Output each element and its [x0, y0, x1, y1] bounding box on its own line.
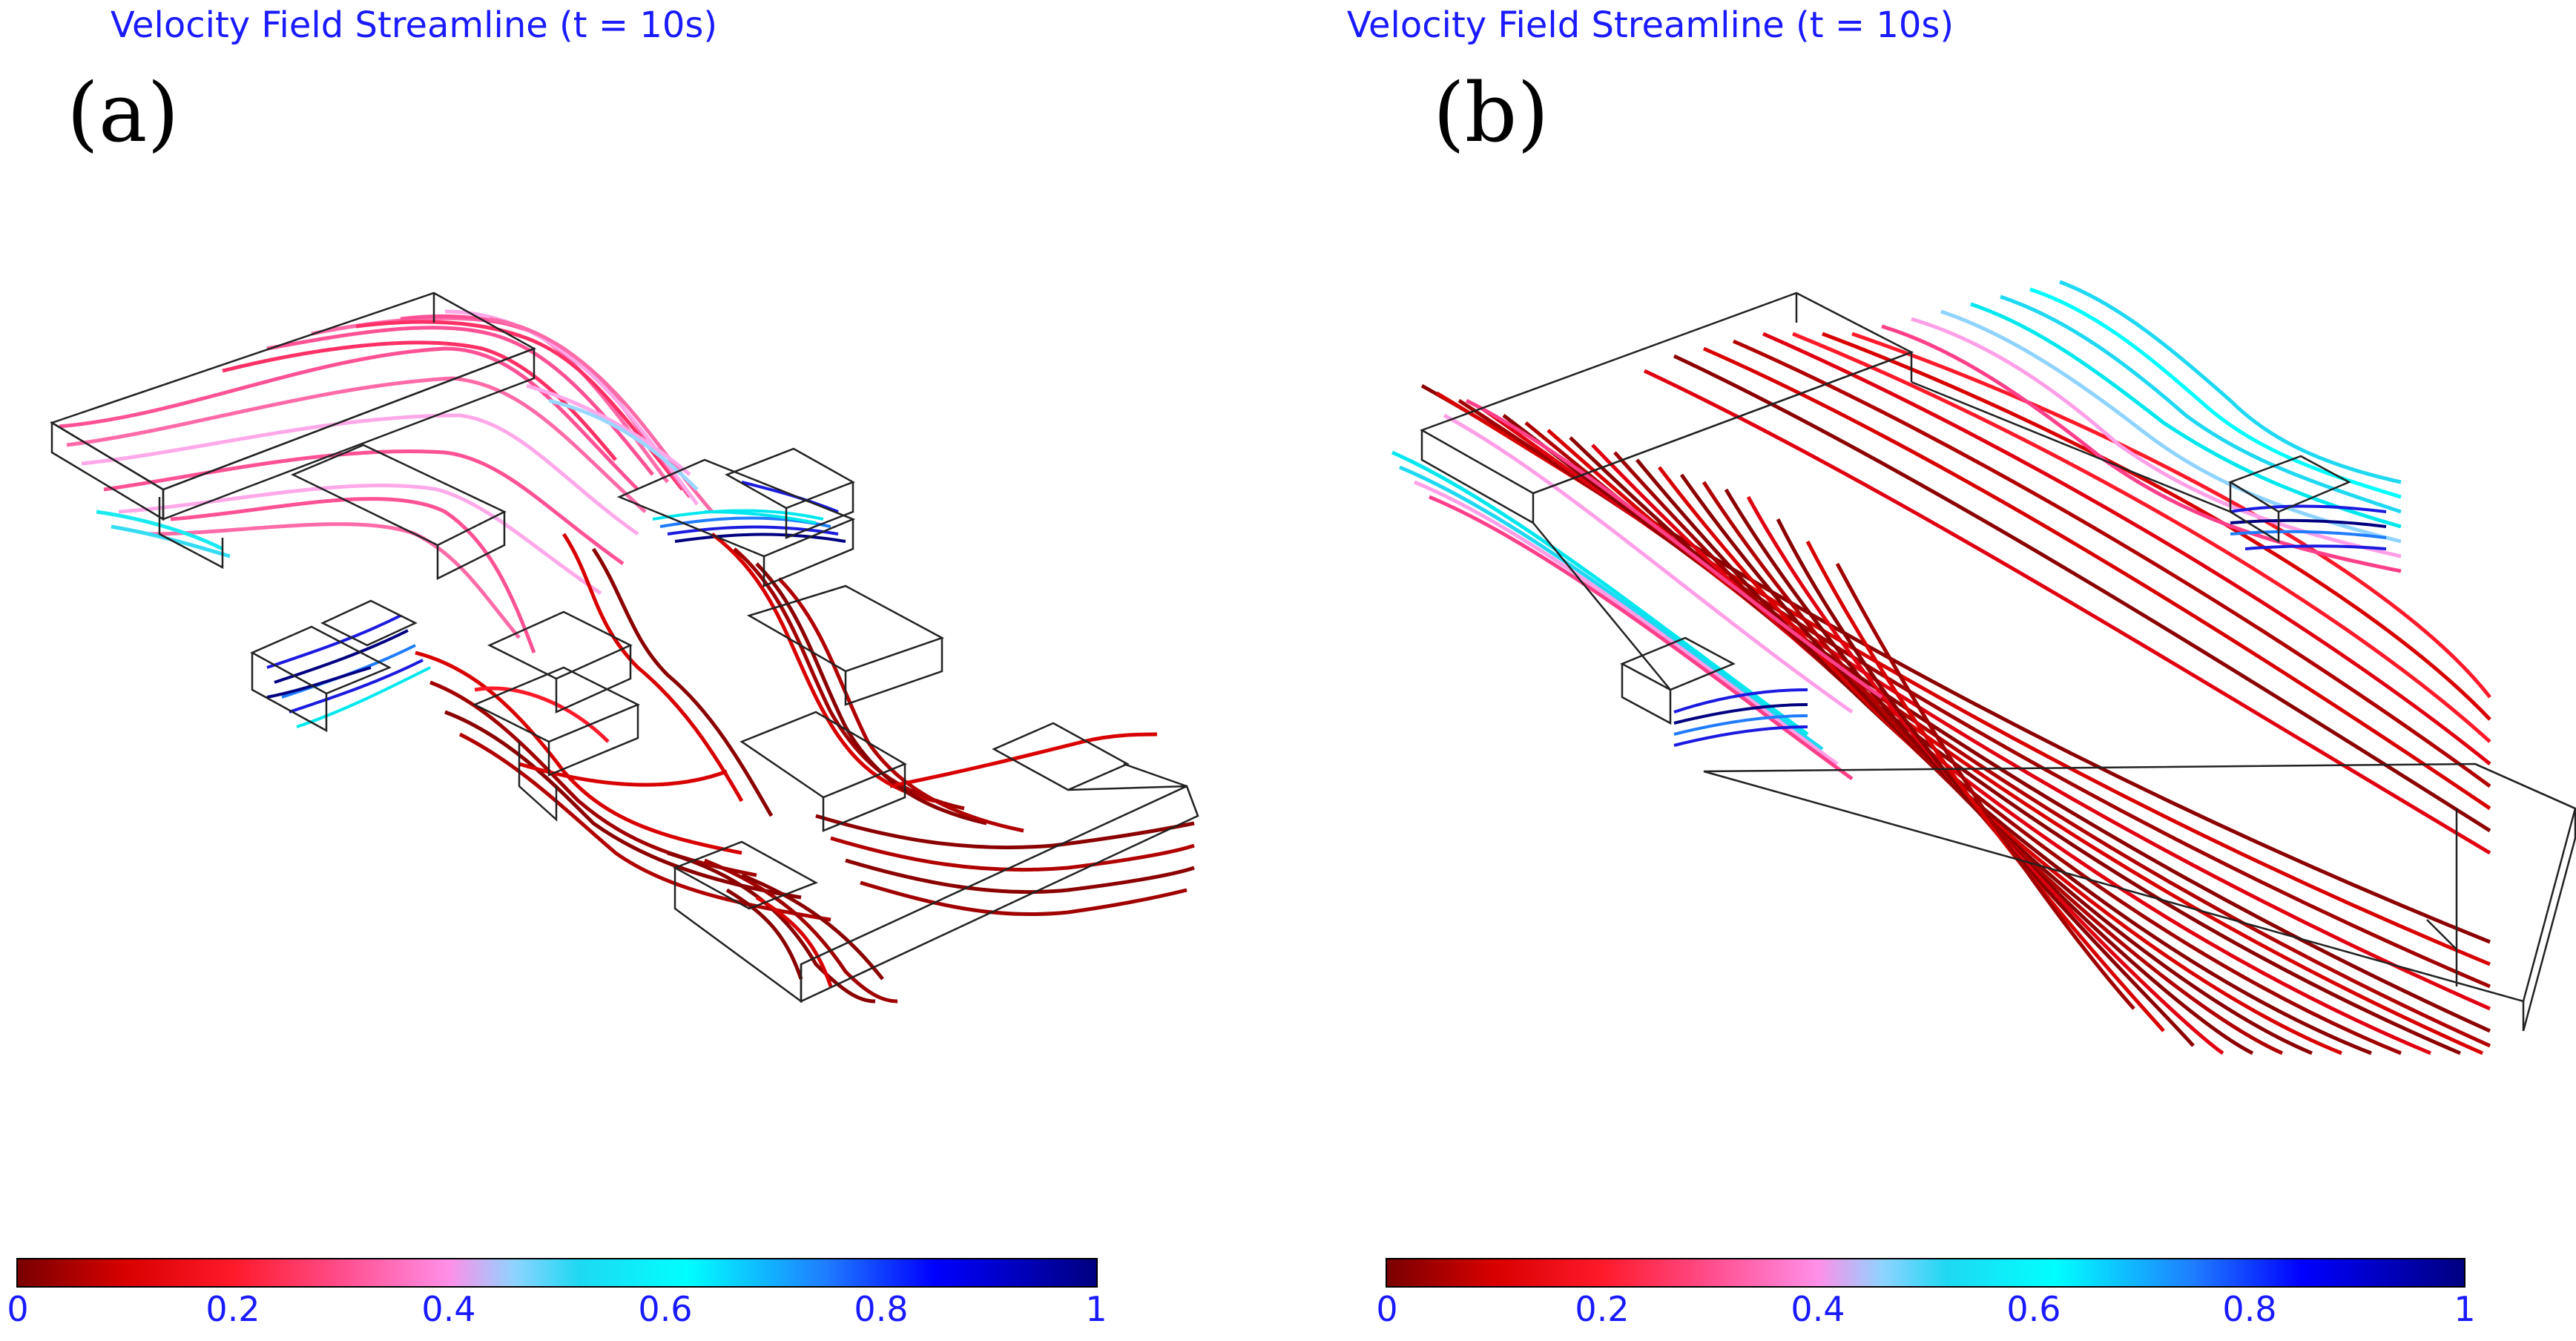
- panel-b: Velocity Field Streamline (t = 10s) (b): [1288, 0, 2576, 1341]
- plot-title-b: Velocity Field Streamline (t = 10s): [1346, 4, 1954, 46]
- streamlines-side-inlet-a: [266, 614, 431, 728]
- colorbar-tick-0.8: 0.8: [854, 1289, 909, 1329]
- colorbar-tick-0.2: 0.2: [1575, 1289, 1630, 1329]
- streamline-plot-b: [1391, 280, 2576, 1055]
- colorbar-a: [16, 1258, 1098, 1288]
- streamlines-side-outlet-a: [652, 481, 846, 543]
- geometry-outline-b: [1420, 291, 2576, 1032]
- colorbar-tick-0.8: 0.8: [2222, 1289, 2277, 1329]
- colorbar-tick-0: 0: [1376, 1289, 1398, 1329]
- streamline-plot-a: [50, 291, 1199, 1004]
- colorbar-b: [1386, 1258, 2465, 1288]
- colorbar-tick-0.6: 0.6: [2006, 1289, 2061, 1329]
- panel-letter-b: (b): [1433, 65, 1549, 160]
- colorbar-tick-1: 1: [1085, 1289, 1107, 1329]
- colorbar-tick-1: 1: [2454, 1289, 2476, 1329]
- colorbar-tick-0.4: 0.4: [421, 1289, 476, 1329]
- plot-title-a: Velocity Field Streamline (t = 10s): [110, 4, 718, 46]
- panel-letter-a: (a): [67, 65, 179, 160]
- colorbar-tick-0.2: 0.2: [205, 1289, 260, 1329]
- streamlines-transition-b: [1391, 280, 2402, 781]
- streamlines-core-a: [415, 533, 1024, 922]
- panel-a: Velocity Field Streamline (t = 10s) (a): [7, 4, 1199, 1329]
- streamlines-side-b: [1673, 504, 2387, 747]
- colorbar-tick-0.6: 0.6: [638, 1289, 693, 1329]
- colorbar-tick-0: 0: [7, 1289, 29, 1329]
- streamlines-inlet-a: [59, 309, 714, 653]
- streamlines-core-b: [1420, 332, 2491, 1055]
- streamlines-outlet-a: [667, 732, 1195, 1004]
- colorbar-tick-0.4: 0.4: [1791, 1289, 1845, 1329]
- geometry-outline-a: [50, 291, 1199, 1004]
